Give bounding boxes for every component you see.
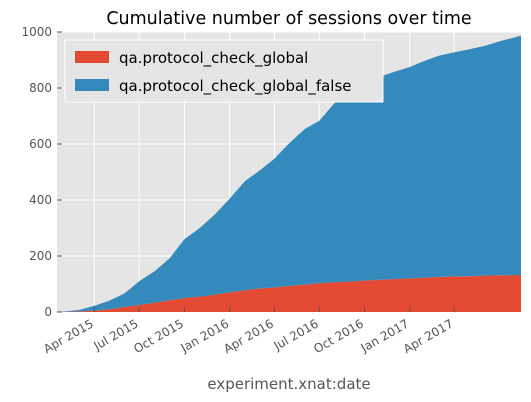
chart-title: Cumulative number of sessions over time: [106, 9, 471, 29]
y-tick-label: 1000: [21, 25, 52, 39]
legend-swatch: [75, 79, 109, 91]
y-tick-label: 600: [29, 137, 52, 151]
y-tick-label: 800: [29, 81, 52, 95]
x-axis-title: experiment.xnat:date: [207, 375, 370, 393]
y-axis: 0 200 400 600 800 1000: [21, 25, 62, 319]
legend-label: qa.protocol_check_global: [119, 49, 308, 68]
y-tick-label: 400: [29, 193, 52, 207]
legend-box: [64, 39, 384, 103]
y-tick-label: 0: [44, 305, 52, 319]
y-tick-label: 200: [29, 249, 52, 263]
data-areas: [57, 35, 521, 312]
legend-swatch: [75, 51, 109, 63]
area-series-1: [57, 275, 521, 312]
legend-label: qa.protocol_check_global_false: [119, 77, 352, 96]
area-series-2: [57, 35, 521, 312]
legend: qa.protocol_check_global qa.protocol_chec…: [64, 39, 384, 103]
